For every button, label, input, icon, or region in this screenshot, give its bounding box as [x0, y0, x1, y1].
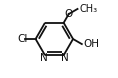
Text: O: O	[65, 9, 73, 19]
Text: Cl: Cl	[18, 34, 28, 44]
Text: OH: OH	[83, 39, 99, 49]
Text: N: N	[40, 53, 47, 63]
Text: CH₃: CH₃	[79, 4, 97, 14]
Text: N: N	[61, 53, 69, 63]
